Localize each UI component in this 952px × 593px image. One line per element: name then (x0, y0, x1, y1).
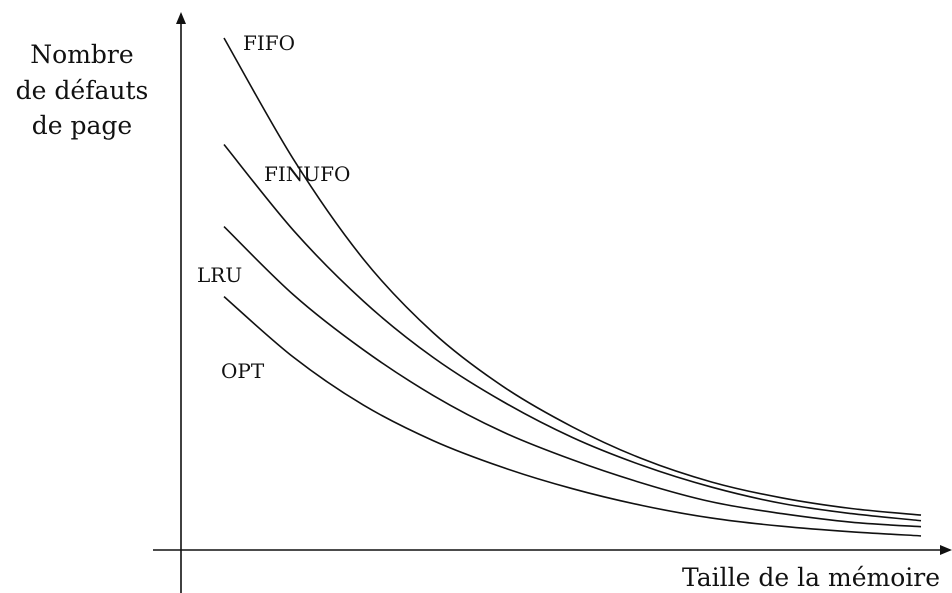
y-axis-label-line-3: de page (32, 111, 132, 140)
x-axis-label: Taille de la mémoire (682, 563, 940, 592)
curve-finufo (223, 143, 922, 522)
series-label-fifo: FIFO (243, 31, 295, 55)
series-label-opt: OPT (221, 359, 265, 383)
curve-fifo (223, 37, 922, 516)
y-axis-label-line-1: Nombre (30, 40, 133, 69)
series-label-finufo: FINUFO (264, 162, 350, 186)
y-axis-label-line-2: de défauts (16, 76, 149, 105)
curve-opt (223, 295, 922, 537)
curve-lru (223, 226, 922, 528)
series-curves (223, 37, 922, 537)
series-label-lru: LRU (197, 263, 242, 287)
